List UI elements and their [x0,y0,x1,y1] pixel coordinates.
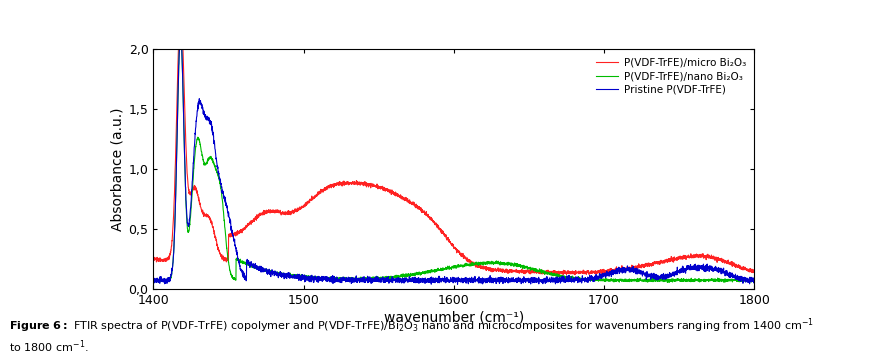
Line: P(VDF-TrFE)/nano Bi₂O₃: P(VDF-TrFE)/nano Bi₂O₃ [153,47,754,283]
P(VDF-TrFE)/micro Bi₂O₃ [401,197,411,201]
P(VDF-TrFE)/nano Bi₂O₃ [664,281,674,285]
P(VDF-TrFE)/micro Bi₂O₃ [749,270,759,275]
Pristine P(VDF-TrFE) [701,266,711,270]
Pristine P(VDF-TrFE) [731,277,741,282]
Pristine P(VDF-TrFE) [434,274,445,278]
Pristine P(VDF-TrFE) [749,278,759,282]
Line: P(VDF-TrFE)/micro Bi₂O₃: P(VDF-TrFE)/micro Bi₂O₃ [153,47,754,275]
P(VDF-TrFE)/nano Bi₂O₃ [749,278,759,282]
Pristine P(VDF-TrFE) [175,45,185,49]
P(VDF-TrFE)/micro Bi₂O₃ [585,270,595,275]
Pristine P(VDF-TrFE) [148,277,159,281]
P(VDF-TrFE)/nano Bi₂O₃ [585,277,595,282]
Legend: P(VDF-TrFE)/micro Bi₂O₃, P(VDF-TrFE)/nano Bi₂O₃, Pristine P(VDF-TrFE): P(VDF-TrFE)/micro Bi₂O₃, P(VDF-TrFE)/nan… [592,55,749,98]
P(VDF-TrFE)/nano Bi₂O₃ [148,278,159,282]
Line: Pristine P(VDF-TrFE): Pristine P(VDF-TrFE) [153,47,754,284]
P(VDF-TrFE)/micro Bi₂O₃ [701,258,711,262]
Pristine P(VDF-TrFE) [585,276,595,280]
Pristine P(VDF-TrFE) [405,279,416,283]
Y-axis label: Absorbance (a.u.): Absorbance (a.u.) [111,107,125,231]
P(VDF-TrFE)/nano Bi₂O₃ [401,271,411,276]
P(VDF-TrFE)/micro Bi₂O₃ [405,200,416,205]
P(VDF-TrFE)/nano Bi₂O₃ [731,278,741,282]
P(VDF-TrFE)/nano Bi₂O₃ [701,279,711,283]
P(VDF-TrFE)/micro Bi₂O₃ [174,45,184,49]
Pristine P(VDF-TrFE) [401,277,411,281]
P(VDF-TrFE)/micro Bi₂O₃ [434,226,445,230]
P(VDF-TrFE)/micro Bi₂O₃ [148,256,159,260]
P(VDF-TrFE)/micro Bi₂O₃ [731,262,741,266]
Pristine P(VDF-TrFE) [453,282,463,287]
Text: $\bf{Figure\ 6:}$ FTIR spectra of P(VDF-TrFE) copolymer and P(VDF-TrFE)/Bi$_2$O$: $\bf{Figure\ 6:}$ FTIR spectra of P(VDF-… [9,317,814,352]
X-axis label: wavenumber (cm⁻¹): wavenumber (cm⁻¹) [384,311,524,325]
P(VDF-TrFE)/micro Bi₂O₃ [553,273,563,277]
P(VDF-TrFE)/nano Bi₂O₃ [405,271,416,275]
P(VDF-TrFE)/nano Bi₂O₃ [175,45,185,49]
P(VDF-TrFE)/nano Bi₂O₃ [434,268,445,272]
